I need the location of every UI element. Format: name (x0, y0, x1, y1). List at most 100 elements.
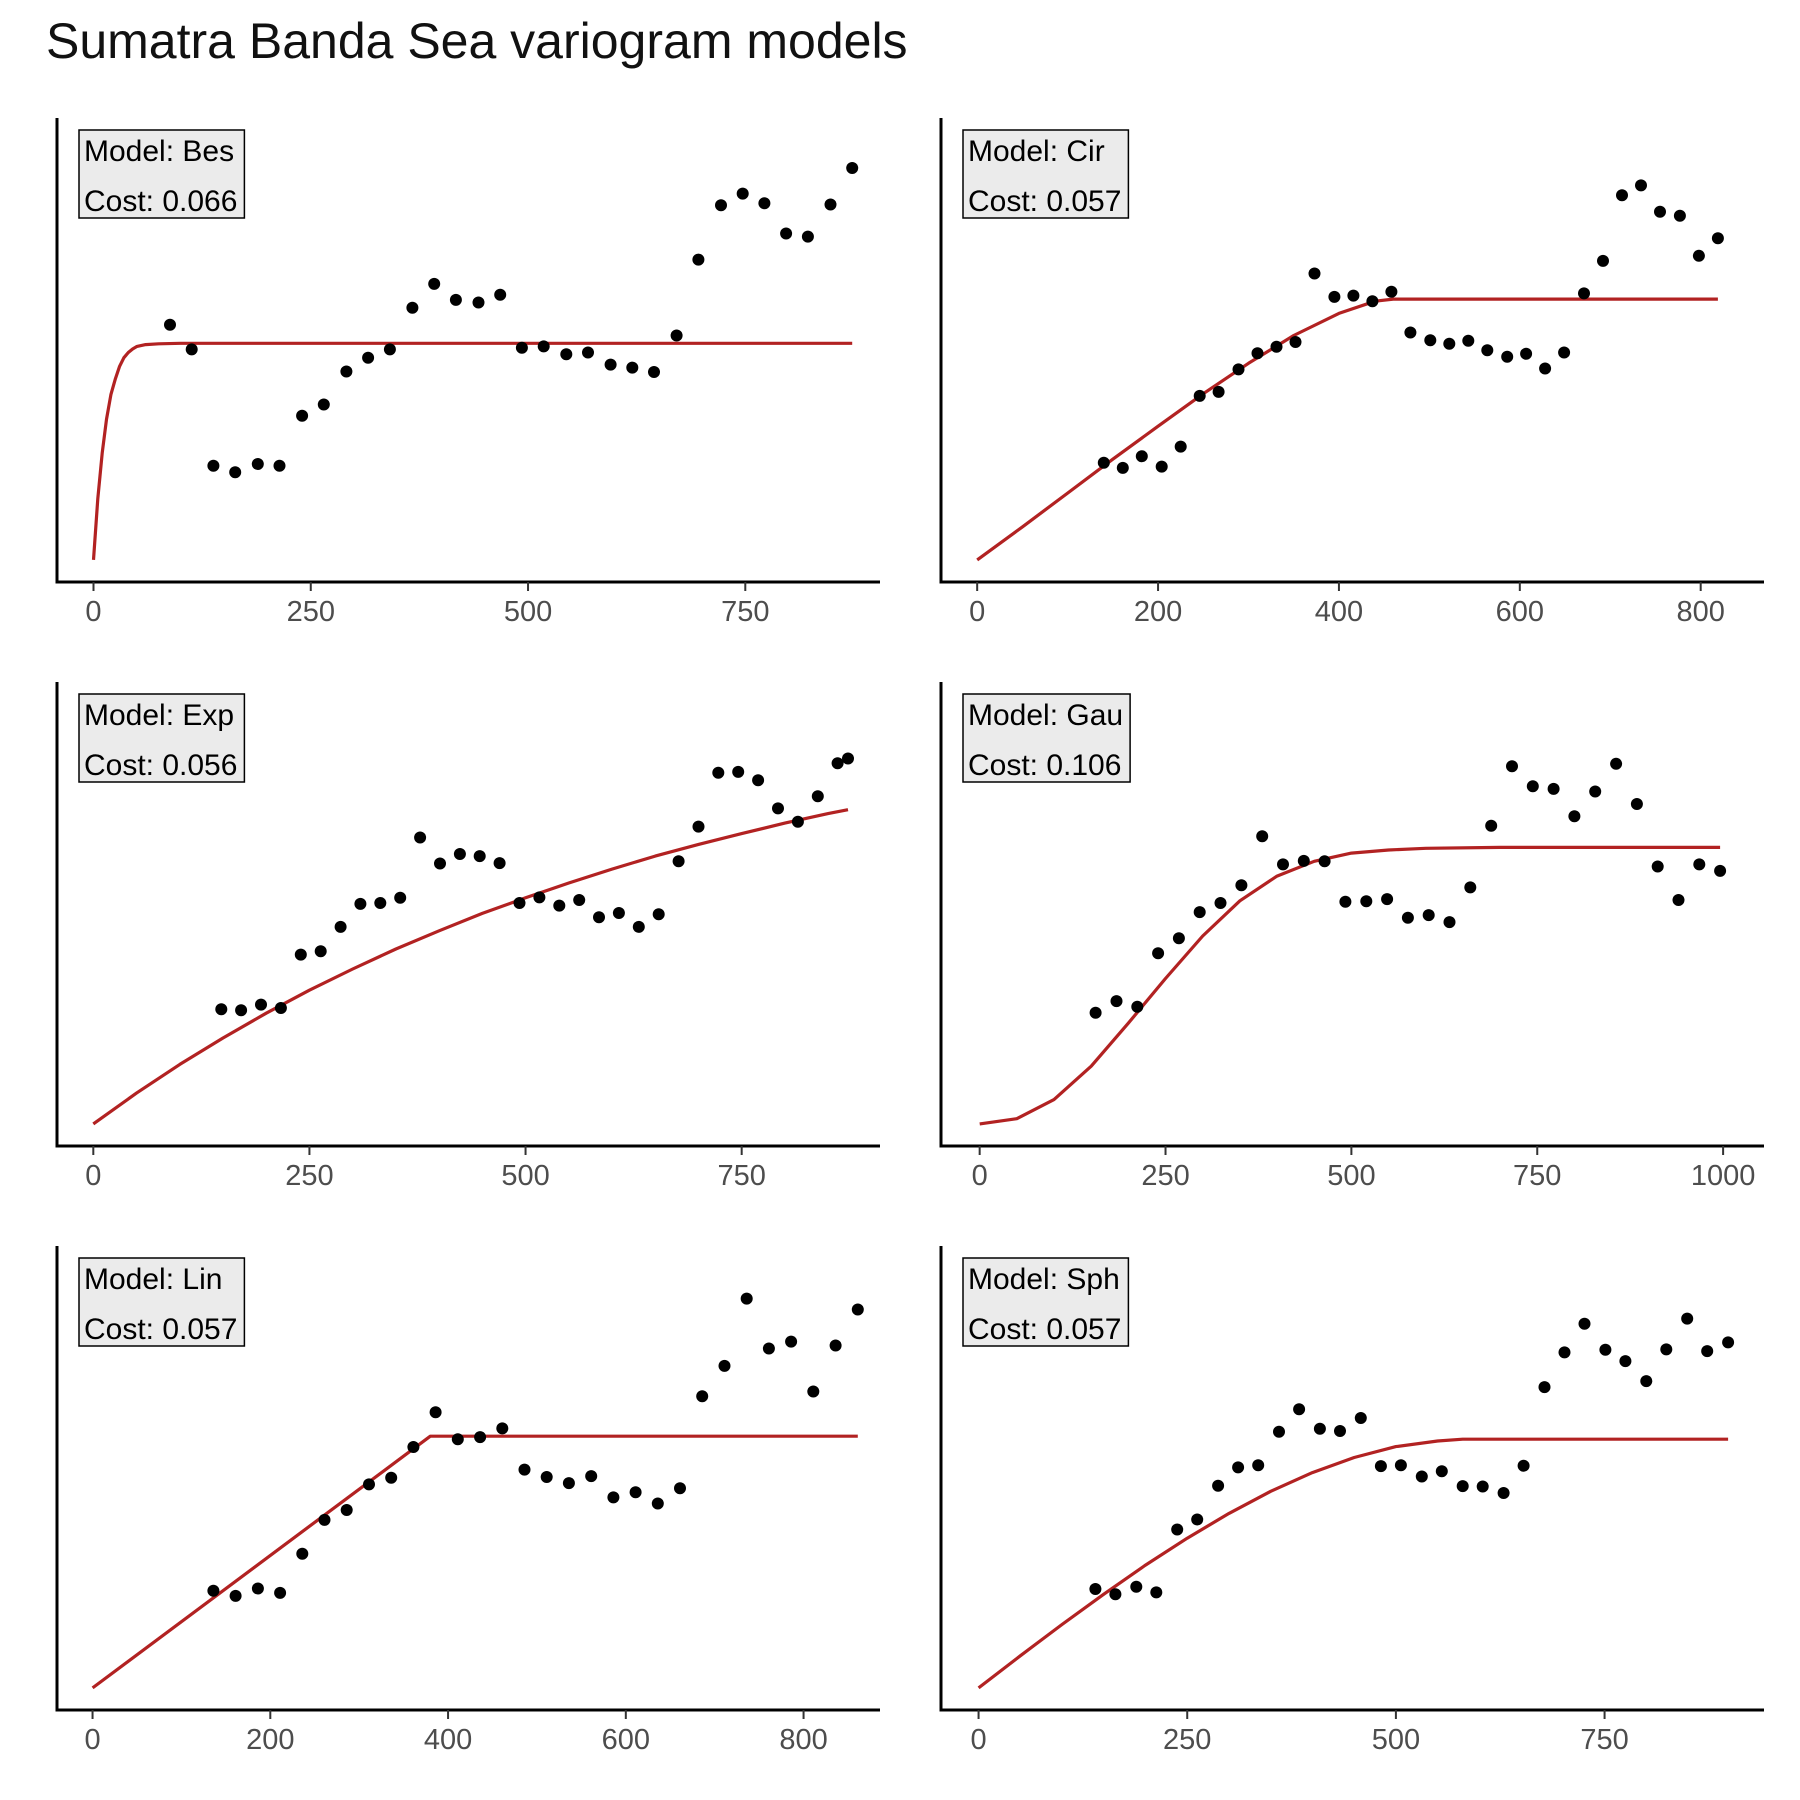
data-point (1456, 1480, 1469, 1493)
data-point (629, 1486, 642, 1499)
data-point (1212, 1479, 1225, 1492)
data-point (1547, 782, 1560, 795)
data-point (294, 948, 307, 961)
data-point (612, 907, 625, 919)
data-point (1191, 1513, 1204, 1526)
data-point (274, 1002, 287, 1014)
data-point (1328, 290, 1341, 303)
x-tick-label: 750 (717, 1160, 765, 1192)
data-point (1443, 916, 1456, 929)
data-point (229, 466, 242, 479)
model-cost-label: Cost: 0.066 (84, 185, 237, 218)
data-point (1464, 881, 1477, 894)
data-point (1558, 346, 1571, 359)
data-point (274, 1586, 287, 1599)
data-point (1711, 232, 1724, 245)
data-point (1681, 1312, 1694, 1325)
data-point (164, 318, 176, 331)
data-point (1497, 1487, 1510, 1499)
data-point (1110, 995, 1123, 1008)
panel-sph: 0 250 500 750 Model: Sph Cost: 0.057 (939, 1246, 1764, 1756)
model-name-label: Model: Bes (84, 135, 234, 168)
data-point (582, 346, 594, 359)
data-point (1212, 385, 1225, 398)
model-name-label: Model: Lin (84, 1263, 222, 1296)
data-point (1174, 440, 1187, 453)
data-point (752, 774, 765, 787)
data-point (472, 296, 485, 309)
data-point (1270, 340, 1283, 353)
data-point (604, 358, 617, 371)
model-name-label: Model: Exp (84, 699, 234, 732)
data-point (385, 1471, 398, 1484)
data-point (1435, 1465, 1448, 1478)
panel-exp: 0 250 500 750 Model: Exp Cost: 0.056 (55, 682, 880, 1192)
data-point (1568, 810, 1581, 823)
model-label-box (962, 129, 1130, 219)
data-point (340, 365, 353, 378)
data-point (1334, 1425, 1346, 1437)
x-tick-label: 400 (424, 1724, 472, 1756)
data-point (1660, 1343, 1673, 1356)
data-point (1193, 906, 1206, 919)
data-point (1366, 295, 1379, 308)
data-point (585, 1470, 598, 1483)
data-point (1385, 285, 1398, 298)
data-point (229, 1589, 242, 1602)
model-name-label: Model: Sph (968, 1263, 1120, 1296)
x-tick-label: 500 (1372, 1724, 1420, 1756)
data-point (762, 1342, 775, 1355)
data-point (1526, 780, 1539, 793)
data-point (362, 351, 375, 364)
x-tick-label: 0 (970, 1724, 986, 1756)
data-point (383, 343, 396, 356)
data-point (674, 1482, 686, 1495)
data-point (296, 409, 309, 422)
data-point (1558, 1346, 1571, 1359)
data-point (846, 162, 859, 174)
data-point (1256, 830, 1269, 843)
model-label-box (962, 1257, 1130, 1347)
data-point (1539, 362, 1552, 375)
data-point (1485, 819, 1498, 832)
data-point (1150, 1586, 1163, 1599)
model-name-label: Model: Cir (968, 135, 1105, 168)
model-curve (976, 297, 1718, 562)
data-point (334, 920, 347, 933)
data-point (1673, 209, 1686, 222)
data-point (758, 197, 771, 210)
data-point (807, 1385, 820, 1398)
x-tick-label: 0 (85, 1160, 101, 1192)
data-point (273, 459, 286, 472)
x-tick-label: 600 (602, 1724, 650, 1756)
x-tick-label: 800 (1676, 596, 1724, 628)
data-point (1630, 798, 1643, 810)
data-point (1089, 1583, 1102, 1595)
model-cost-label: Cost: 0.057 (968, 1313, 1121, 1346)
data-point (1339, 895, 1352, 908)
data-point (494, 288, 507, 301)
data-point (207, 1584, 220, 1597)
x-tick-label: 750 (1513, 1160, 1561, 1192)
data-point (801, 230, 814, 243)
x-tick-label: 600 (1496, 596, 1544, 628)
data-point (607, 1491, 620, 1504)
data-point (1401, 911, 1414, 924)
data-point (449, 293, 462, 306)
data-point (414, 831, 427, 844)
data-point (1313, 1422, 1326, 1435)
x-tick-label: 500 (1327, 1160, 1375, 1192)
data-point (1293, 1403, 1306, 1416)
data-point (632, 920, 645, 933)
data-point (1462, 334, 1475, 347)
data-point (1481, 344, 1494, 357)
panel-gau: 0 250 500 750 1000 Model: Gau Cost: 0.106 (939, 682, 1764, 1192)
x-tick-label: 250 (287, 596, 335, 628)
data-point (318, 1513, 331, 1526)
x-tick-label: 750 (721, 596, 769, 628)
x-tick-label: 0 (969, 596, 985, 628)
data-point (207, 459, 220, 472)
data-point (185, 343, 198, 356)
data-point (215, 1003, 228, 1016)
